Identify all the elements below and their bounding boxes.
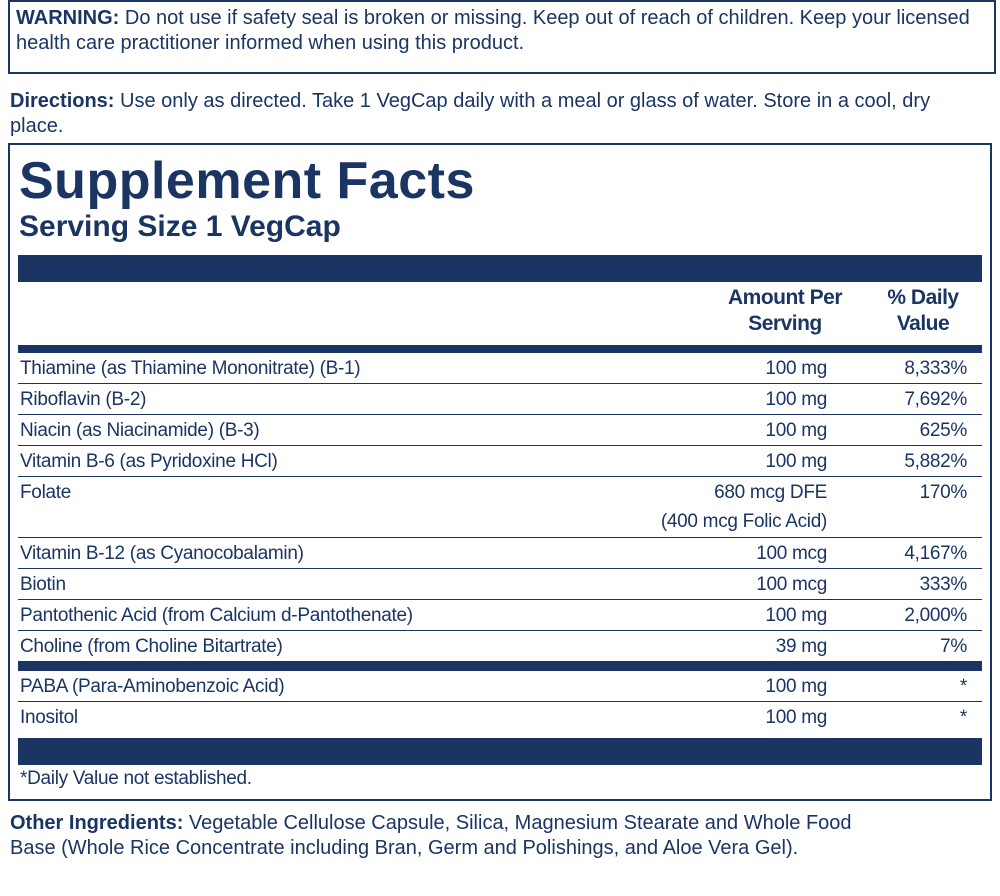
nutrient-amount: 100 mcg	[756, 543, 827, 564]
nutrient-row: Pantothenic Acid (from Calcium d-Pantoth…	[18, 600, 982, 631]
nutrient-name: Folate	[20, 482, 72, 503]
nutrient-amount: 100 mg	[765, 676, 827, 697]
nutrient-amount: 100 mg	[765, 605, 827, 626]
daily-value: *	[959, 707, 967, 728]
daily-value: 2,000%	[904, 605, 967, 626]
directions-text: Use only as directed. Take 1 VegCap dail…	[10, 90, 931, 137]
nutrient-amount: 100 mg	[765, 358, 827, 379]
daily-value: 7,692%	[904, 389, 967, 410]
nutrient-row: Niacin (as Niacinamide) (B-3) 100 mg 625%	[18, 415, 982, 446]
nutrient-name: Biotin	[20, 574, 66, 595]
other-label: Other Ingredients:	[10, 812, 184, 834]
daily-value: *	[959, 676, 967, 697]
daily-value: 8,333%	[904, 358, 967, 379]
daily-value: 4,167%	[904, 543, 967, 564]
nutrient-row: Thiamine (as Thiamine Mononitrate) (B-1)…	[18, 353, 982, 384]
directions: Directions: Use only as directed. Take 1…	[10, 89, 984, 139]
directions-label: Directions:	[10, 90, 115, 112]
dv-header: % Daily Value	[887, 286, 959, 335]
daily-value: 170%	[919, 482, 968, 503]
nutrient-name: Niacin (as Niacinamide) (B-3)	[20, 420, 260, 441]
daily-value: 5,882%	[904, 451, 967, 472]
daily-value: 625%	[919, 420, 968, 441]
nutrient-name: PABA (Para-Aminobenzoic Acid)	[20, 676, 285, 697]
other-text: Vegetable Cellulose Capsule, Silica, Mag…	[10, 812, 852, 859]
nutrient-amount: 100 mg	[765, 707, 827, 728]
warning-box: WARNING: Do not use if safety seal is br…	[8, 0, 996, 74]
nutrient-row: Choline (from Choline Bitartrate) 39 mg 7%	[18, 631, 982, 661]
nutrient-name: Inositol	[20, 707, 78, 728]
daily-value: 7%	[940, 636, 967, 657]
facts-panel: Supplement Facts Serving Size 1 VegCap A…	[8, 143, 992, 801]
nutrient-amount: 100 mg	[765, 420, 827, 441]
warning-text: Do not use if safety seal is broken or m…	[16, 7, 970, 54]
footnote: *Daily Value not established.	[20, 768, 252, 789]
nutrient-amount: 100 mg	[765, 451, 827, 472]
facts-title: Supplement Facts	[19, 152, 475, 210]
thick-bar	[18, 255, 982, 282]
other-ingredients: Other Ingredients: Vegetable Cellulose C…	[10, 811, 890, 861]
nutrient-amount: 680 mcg DFE	[714, 482, 827, 503]
nutrient-name: Riboflavin (B-2)	[20, 389, 147, 410]
nutrient-name: Thiamine (as Thiamine Mononitrate) (B-1)	[20, 358, 361, 379]
nutrient-rows: Thiamine (as Thiamine Mononitrate) (B-1)…	[18, 353, 982, 732]
daily-value: 333%	[919, 574, 968, 595]
thick-bar	[18, 345, 982, 353]
nutrient-amount: 100 mg	[765, 389, 827, 410]
nutrient-name: Pantothenic Acid (from Calcium d-Pantoth…	[20, 605, 413, 626]
nutrient-row: Riboflavin (B-2) 100 mg 7,692%	[18, 384, 982, 415]
nutrient-row: Biotin 100 mcg 333%	[18, 569, 982, 600]
thick-bar	[18, 738, 982, 765]
nutrient-row: PABA (Para-Aminobenzoic Acid) 100 mg *	[18, 671, 982, 702]
nutrient-row: Folate 680 mcg DFE (400 mcg Folic Acid) 170…	[18, 477, 982, 538]
thick-separator	[18, 661, 982, 671]
serving-size: Serving Size 1 VegCap	[19, 210, 341, 243]
nutrient-name: Choline (from Choline Bitartrate)	[20, 636, 283, 657]
nutrient-amount-detail: (400 mcg Folic Acid)	[660, 511, 827, 532]
nutrient-row: Inositol 100 mg *	[18, 702, 982, 732]
nutrient-name: Vitamin B-6 (as Pyridoxine HCl)	[20, 451, 278, 472]
nutrient-amount: 39 mg	[775, 636, 828, 657]
warning-label: WARNING:	[16, 7, 120, 29]
nutrient-amount: 100 mcg	[756, 574, 827, 595]
amount-header: Amount Per Serving	[727, 286, 843, 335]
nutrient-row: Vitamin B-6 (as Pyridoxine HCl) 100 mg 5,8…	[18, 446, 982, 477]
nutrient-name: Vitamin B-12 (as Cyanocobalamin)	[20, 543, 304, 564]
nutrient-row: Vitamin B-12 (as Cyanocobalamin) 100 mcg 4…	[18, 538, 982, 569]
